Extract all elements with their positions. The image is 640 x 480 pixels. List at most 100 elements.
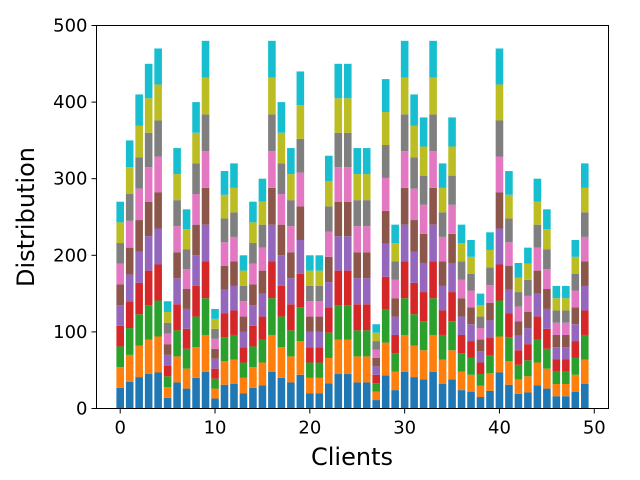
bar-segment — [419, 233, 428, 263]
bar-segment — [410, 282, 418, 315]
bar-segment — [476, 397, 485, 409]
bar-segment — [571, 256, 580, 274]
bar-segment — [211, 348, 219, 359]
bar-segment — [239, 377, 248, 394]
bar-segment — [268, 298, 276, 335]
bar-segment — [438, 236, 447, 262]
bar-segment — [429, 298, 437, 335]
bar-segment — [325, 256, 333, 283]
bar-segment — [543, 308, 551, 329]
bar-segment — [173, 148, 181, 175]
bar-segment — [144, 98, 153, 133]
bar-segment — [201, 261, 210, 299]
bar-segment — [353, 278, 362, 305]
bar-segment — [201, 334, 210, 372]
bar-segment — [220, 266, 229, 290]
bar-segment — [173, 200, 181, 227]
bar-segment — [438, 310, 447, 335]
bar-segment — [372, 383, 380, 392]
bar-segment — [372, 341, 380, 350]
bar-segment — [268, 151, 276, 188]
bar-segment — [306, 316, 314, 332]
bar-segment — [220, 218, 229, 243]
bar-segment — [476, 385, 485, 398]
bar-segment — [277, 224, 286, 256]
x-tick-label: 40 — [488, 418, 511, 439]
bar-segment — [268, 77, 276, 115]
bar-segment — [467, 239, 475, 257]
bar-segment — [296, 341, 305, 375]
bar-segment — [163, 344, 172, 355]
bar-segment — [467, 341, 475, 358]
bar-segment — [562, 396, 570, 409]
bar-segment — [372, 349, 380, 358]
bar-segment — [249, 367, 257, 388]
bar-segment — [362, 382, 371, 409]
bar-segment — [230, 310, 238, 335]
bar-segment — [571, 374, 580, 392]
bar-segment — [543, 269, 551, 290]
bar-segment — [419, 350, 428, 380]
bar-segment — [325, 155, 333, 181]
bar-segment — [135, 220, 143, 252]
y-axis-title: Distribution — [12, 147, 40, 287]
bar-segment — [249, 325, 257, 347]
bar-segment — [334, 374, 343, 409]
bar-segment — [362, 330, 371, 357]
bar-segment — [514, 350, 523, 365]
bar-segment — [543, 229, 551, 250]
bar-segment — [419, 321, 428, 351]
bar-segment — [154, 192, 162, 229]
bar-segment — [239, 362, 248, 378]
bar-segment — [239, 255, 248, 271]
bar-segment — [173, 304, 181, 331]
bar-segment — [296, 138, 305, 173]
bar-segment — [476, 374, 485, 386]
y-tick-label: 100 — [53, 322, 87, 343]
bar-segment — [562, 383, 570, 397]
bar-segment — [391, 298, 399, 317]
bar-segment — [524, 295, 532, 312]
bar-segment — [381, 243, 390, 277]
bar-segment — [211, 388, 219, 399]
bar-segment — [495, 300, 504, 337]
bar-segment — [581, 334, 589, 360]
bar-segment — [135, 251, 143, 283]
bar-segment — [192, 102, 200, 133]
bar-segment — [173, 330, 181, 357]
bar-segment — [230, 212, 238, 237]
bar-segment — [116, 387, 124, 409]
bar-segment — [239, 393, 248, 409]
bar-segment — [306, 285, 314, 302]
bar-segment — [306, 393, 314, 409]
bar-segment — [192, 163, 200, 195]
bar-segment — [192, 255, 200, 286]
bar-segment — [362, 252, 371, 279]
bar-segment — [533, 339, 542, 363]
bar-segment — [296, 206, 305, 240]
bar-segment — [581, 359, 589, 384]
bar-segment — [163, 354, 172, 366]
bar-segment — [125, 247, 134, 275]
bar-segment — [381, 309, 390, 343]
bar-segment — [581, 187, 589, 213]
bar-segment — [116, 367, 124, 388]
bar-segment — [287, 304, 295, 331]
bar-segment — [467, 324, 475, 342]
y-tick-label: 500 — [53, 16, 87, 37]
bar-segment — [163, 322, 172, 334]
bar-segment — [135, 345, 143, 378]
bar-segment — [192, 224, 200, 256]
bar-segment — [448, 233, 456, 263]
bar-segment — [486, 320, 494, 339]
bar-segment — [448, 379, 456, 409]
bar-segment — [258, 293, 267, 317]
bar-segment — [381, 145, 390, 178]
bar-segment — [400, 224, 409, 262]
bar-segment — [325, 282, 333, 308]
bar-segment — [163, 301, 172, 312]
bar-segment — [562, 310, 570, 323]
bar-segment — [125, 301, 134, 329]
bar-segment — [448, 262, 456, 293]
bar-segment — [287, 148, 295, 175]
